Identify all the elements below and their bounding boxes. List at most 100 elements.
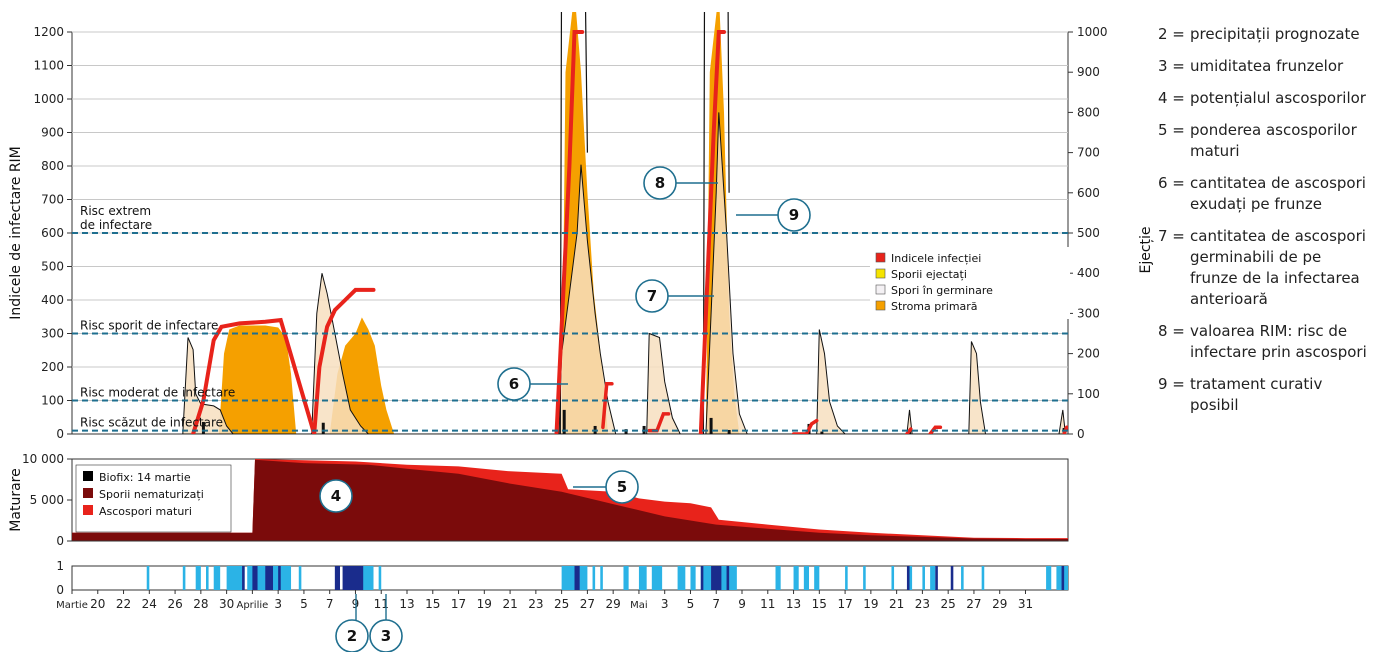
precip-bar bbox=[950, 566, 954, 590]
note-text: valoarea RIM: risc de infectare prin asc… bbox=[1190, 322, 1367, 361]
precip-bar bbox=[278, 566, 281, 590]
callout-3: 3 bbox=[369, 594, 403, 652]
wetness-bar bbox=[600, 566, 603, 590]
x-tick-label: 25 bbox=[941, 597, 956, 611]
right-tick-label: 300 bbox=[1077, 306, 1100, 320]
x-tick-label: 11 bbox=[760, 597, 775, 611]
x-tick-label: 3 bbox=[661, 597, 669, 611]
note-number: 2 = bbox=[1158, 25, 1185, 43]
precip-bar bbox=[726, 566, 730, 590]
wetness-bar bbox=[845, 566, 848, 590]
right-tick-label: 900 bbox=[1077, 65, 1100, 79]
ejected-spore-bar bbox=[201, 421, 205, 434]
wetness-bar bbox=[378, 566, 382, 590]
series-indicele-infectiei-small bbox=[601, 382, 614, 430]
x-tick-label: 30 bbox=[219, 597, 234, 611]
wetness-bar bbox=[651, 566, 663, 590]
series-envelope-may bbox=[702, 12, 730, 434]
x-tick-label: 27 bbox=[580, 597, 595, 611]
series-envelope-apr bbox=[559, 12, 588, 434]
right-tick-label: 800 bbox=[1077, 105, 1100, 119]
callout-4: 4 bbox=[319, 479, 353, 513]
x-tick-label: Martie bbox=[56, 600, 88, 611]
series-indicele-infectiei bbox=[698, 30, 726, 434]
callout-number: 7 bbox=[647, 287, 657, 305]
x-tick-label: 13 bbox=[786, 597, 801, 611]
wetness-bar bbox=[930, 566, 936, 590]
ejected-spore-bar bbox=[321, 422, 325, 434]
precip-bar bbox=[935, 566, 938, 590]
wetness-bar bbox=[298, 566, 302, 590]
wetness-bar bbox=[623, 566, 629, 590]
notes-panel: 2 = precipitații prognozate 3 = umiditatea … bbox=[1158, 24, 1373, 427]
right-tick-label: 700 bbox=[1077, 146, 1100, 160]
legend-swatch bbox=[875, 300, 886, 311]
callout-number: 4 bbox=[331, 487, 341, 505]
note-text: cantitatea de ascospori germinabili de p… bbox=[1190, 227, 1366, 308]
right-tick-label: 600 bbox=[1077, 186, 1100, 200]
x-tick-label: 19 bbox=[863, 597, 878, 611]
x-tick-label: 23 bbox=[915, 597, 930, 611]
right-tick-label: 200 bbox=[1077, 347, 1100, 361]
legend-label: Sporii ejectați bbox=[891, 268, 967, 281]
precip-bar bbox=[342, 566, 364, 590]
left-tick-label: 800 bbox=[41, 159, 64, 173]
left-tick-label: 0 bbox=[56, 427, 64, 441]
wetness-bar bbox=[638, 566, 647, 590]
risk-label: Risc scăzut de infectare bbox=[80, 416, 223, 430]
wetness-bar bbox=[195, 566, 201, 590]
note-number: 5 = bbox=[1158, 121, 1185, 139]
x-tick-label: 11 bbox=[374, 597, 389, 611]
wetness-bar bbox=[677, 566, 686, 590]
precip-bar bbox=[242, 566, 245, 590]
mid-tick-label: 10 000 bbox=[22, 452, 64, 466]
x-tick-label: 5 bbox=[300, 597, 308, 611]
series-indicele-infectiei-small bbox=[905, 427, 913, 434]
wetness-bar bbox=[146, 566, 150, 590]
wetness-bar bbox=[182, 566, 186, 590]
mid-tick-label: 5 000 bbox=[30, 493, 64, 507]
note-text: tratament curativ posibil bbox=[1190, 375, 1323, 414]
x-tick-label: 13 bbox=[399, 597, 414, 611]
legend-bg bbox=[870, 247, 1070, 319]
callout-circle bbox=[497, 367, 531, 401]
wetness-bar bbox=[793, 566, 799, 590]
callout-number: 5 bbox=[617, 478, 627, 496]
x-tick-label: 23 bbox=[528, 597, 543, 611]
wetness-bar bbox=[1046, 566, 1052, 590]
left-tick-label: 1000 bbox=[33, 92, 64, 106]
legend-label: Stroma primară bbox=[891, 300, 978, 313]
wetness-bar bbox=[891, 566, 895, 590]
note-item: 9 = tratament curativ posibil bbox=[1158, 374, 1373, 416]
y-axis-left-title: Indicele de infectare RIM bbox=[8, 146, 24, 320]
series-stroma-primara bbox=[218, 12, 740, 434]
x-tick-label: 29 bbox=[606, 597, 621, 611]
ejected-spore-bar bbox=[727, 429, 731, 434]
risk-label: Risc moderat de infectare bbox=[80, 386, 235, 400]
left-tick-label: 200 bbox=[41, 360, 64, 374]
callout-circle bbox=[643, 166, 677, 200]
y-axis-right-title: Ejecție bbox=[1138, 226, 1154, 273]
risk-label: de infectare bbox=[80, 218, 152, 232]
left-tick-label: 100 bbox=[41, 394, 64, 408]
note-item: 8 = valoarea RIM: risc de infectare prin … bbox=[1158, 321, 1373, 363]
legend-swatch bbox=[83, 471, 93, 481]
wetness-bar bbox=[803, 566, 810, 590]
callout-number: 6 bbox=[509, 375, 519, 393]
series-indicele-infectiei bbox=[554, 30, 585, 434]
series-sporii-nematurizati bbox=[72, 459, 1068, 541]
note-text: ponderea ascosporilor maturi bbox=[1190, 121, 1357, 160]
right-tick-label: 400 bbox=[1077, 266, 1100, 280]
callout-9: 9 bbox=[736, 198, 811, 232]
wetness-bar bbox=[909, 566, 913, 590]
note-number: 8 = bbox=[1158, 322, 1185, 340]
note-item: 5 = ponderea ascosporilor maturi bbox=[1158, 120, 1373, 162]
wetness-bar bbox=[814, 566, 820, 590]
x-tick-label: 24 bbox=[142, 597, 157, 611]
right-tick-label: 500 bbox=[1077, 226, 1100, 240]
mid-legend: Biofix: 14 martie Sporii nematurizați Asco… bbox=[75, 464, 232, 533]
wetness-bar bbox=[690, 566, 696, 590]
x-tick-label: 3 bbox=[274, 597, 282, 611]
ejected-spore-bar bbox=[820, 431, 824, 434]
x-tick-label: 19 bbox=[477, 597, 492, 611]
